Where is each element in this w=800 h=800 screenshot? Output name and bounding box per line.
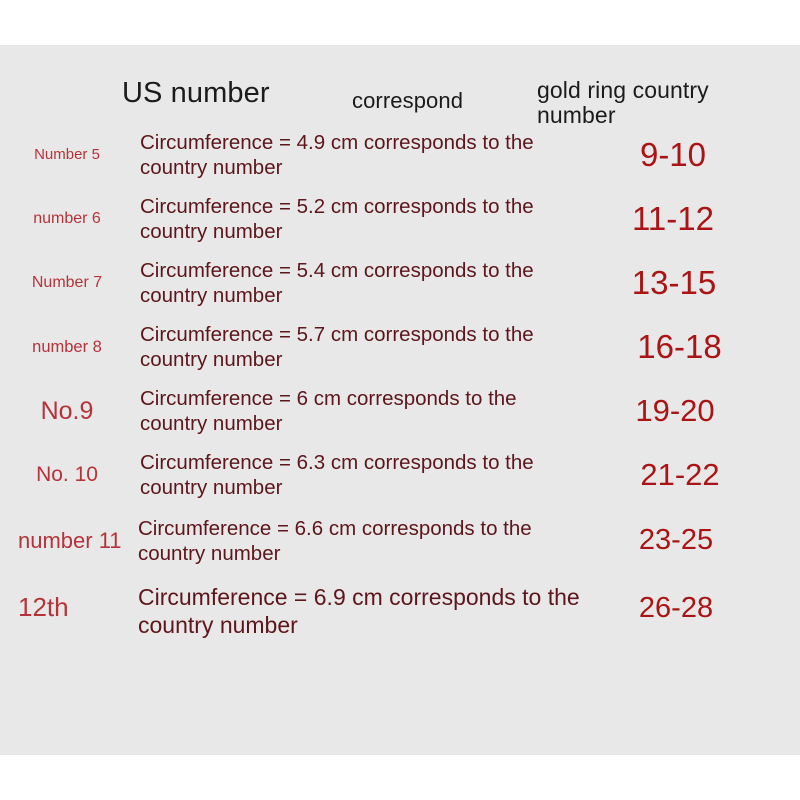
row-country-number: 21-22 <box>640 456 720 492</box>
table-row: Number 5 Circumference = 4.9 cm correspo… <box>0 123 800 187</box>
row-country-number: 16-18 <box>637 327 722 365</box>
row-country-number: 13-15 <box>631 263 717 301</box>
row-us-size: No. 10 <box>36 463 98 487</box>
row-country-number: 26-28 <box>638 592 714 624</box>
row-us-size: Number 7 <box>31 274 103 292</box>
row-country-number: 11-12 <box>632 199 714 237</box>
table-row: No.9 Circumference = 6 cm corresponds to… <box>0 379 800 443</box>
row-us-size: number 11 <box>18 527 122 553</box>
ring-size-chart-panel: US number correspond gold ring country n… <box>0 45 800 755</box>
size-chart-rows: Number 5 Circumference = 4.9 cm correspo… <box>0 123 800 670</box>
column-header-correspond: correspond <box>352 88 464 113</box>
table-row: number 8 Circumference = 5.7 cm correspo… <box>0 315 800 379</box>
row-description: Circumference = 5.4 cm corresponds to th… <box>140 259 534 307</box>
row-us-size: 12th <box>18 592 69 622</box>
table-row: number 11 Circumference = 6.6 cm corresp… <box>0 507 800 575</box>
row-description: Circumference = 6.6 cm corresponds to th… <box>138 517 532 565</box>
row-description: Circumference = 5.7 cm corresponds to th… <box>140 323 534 371</box>
row-description: Circumference = 5.2 cm corresponds to th… <box>140 195 534 243</box>
row-description: Circumference = 4.9 cm corresponds to th… <box>140 131 534 179</box>
table-row: Number 7 Circumference = 5.4 cm correspo… <box>0 251 800 315</box>
row-country-number: 19-20 <box>635 392 715 428</box>
row-country-number: 23-25 <box>638 524 714 557</box>
row-description: Circumference = 6.3 cm corresponds to th… <box>140 451 534 499</box>
column-header-gold-ring-country-number: gold ring country number <box>537 77 709 128</box>
table-row: 12th Circumference = 6.9 cm corresponds … <box>0 575 800 670</box>
row-us-size: number 6 <box>33 210 101 228</box>
chart-header: US number correspond gold ring country n… <box>0 45 800 127</box>
row-us-size: Number 5 <box>34 145 100 163</box>
row-us-size: number 8 <box>32 337 102 356</box>
row-country-number: 9-10 <box>639 135 707 173</box>
table-row: number 6 Circumference = 5.2 cm correspo… <box>0 187 800 251</box>
row-description: Circumference = 6.9 cm corresponds to th… <box>138 584 580 639</box>
table-row: No. 10 Circumference = 6.3 cm correspond… <box>0 443 800 507</box>
row-us-size: No.9 <box>40 397 94 425</box>
column-header-us-number: US number <box>122 77 270 109</box>
row-description: Circumference = 6 cm corresponds to the … <box>140 387 517 435</box>
